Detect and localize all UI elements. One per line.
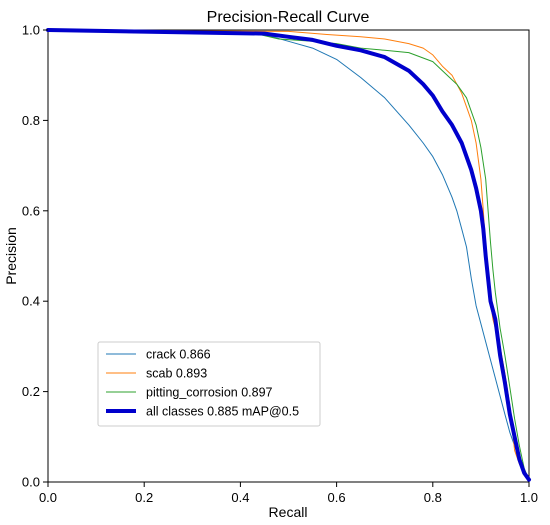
series-line-3: [46, 28, 531, 482]
y-tick-label: 0.2: [22, 384, 40, 399]
y-tick-label: 0.8: [22, 113, 40, 128]
y-tick-label: 0.4: [22, 294, 40, 309]
legend: crack 0.866 scab 0.893 pitting_corrosion 0…: [97, 341, 321, 427]
legend-label: scab 0.893: [146, 367, 207, 381]
x-tick-label: 0.6: [328, 490, 346, 505]
legend-label: pitting_corrosion 0.897: [146, 386, 273, 400]
x-axis-title: Recall: [269, 504, 308, 520]
x-tick-label: 0.4: [231, 490, 249, 505]
series-line-2: [47, 29, 530, 481]
y-axis: 0.0 0.2 0.4 0.6 0.8 1.0: [22, 23, 48, 490]
y-tick-label: 1.0: [22, 23, 40, 38]
chart-title: Precision-Recall Curve: [207, 9, 370, 26]
series-layer: [46, 28, 531, 482]
x-tick-label: 0.8: [424, 490, 442, 505]
x-axis: 0.0 0.2 0.4 0.6 0.8 1.0: [39, 482, 538, 505]
y-tick-label: 0.6: [22, 203, 40, 218]
y-axis-title: Precision: [3, 227, 19, 285]
legend-label: crack 0.866: [146, 348, 211, 362]
x-tick-label: 1.0: [520, 490, 538, 505]
legend-label: all classes 0.885 mAP@0.5: [146, 405, 299, 419]
y-tick-label: 0.0: [22, 475, 40, 490]
x-tick-label: 0.2: [135, 490, 153, 505]
series-line-0: [47, 29, 530, 481]
legend-frame: [97, 341, 321, 427]
x-tick-label: 0.0: [39, 490, 57, 505]
